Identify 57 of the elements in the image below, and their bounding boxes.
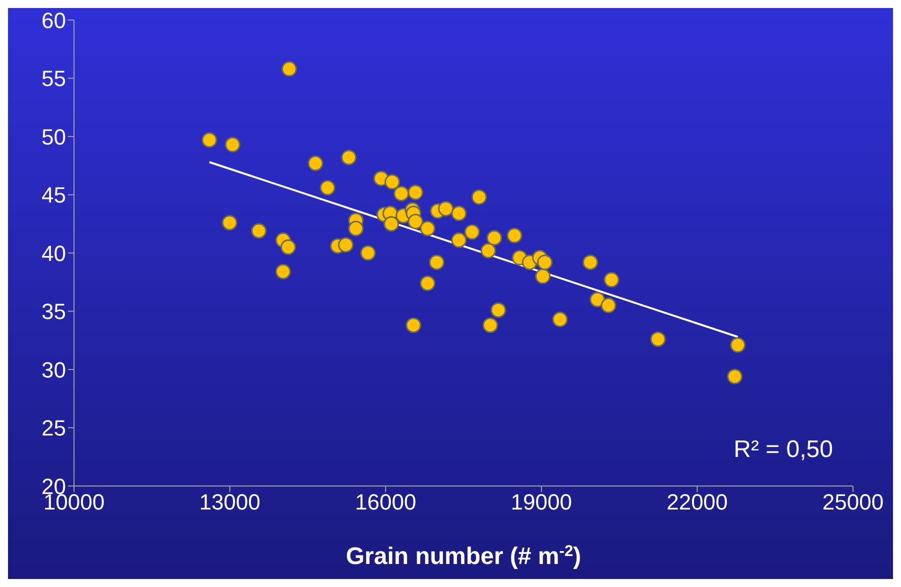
- point: [384, 216, 400, 232]
- point: [320, 180, 336, 196]
- point: [308, 156, 324, 172]
- point: [408, 214, 424, 230]
- point: [224, 136, 240, 152]
- point: [420, 220, 436, 236]
- x-tick-label: 13000: [199, 490, 260, 515]
- x-tick-label: 16000: [355, 490, 416, 515]
- y-tick-label: 40: [42, 240, 66, 266]
- x-tick-label: 22000: [666, 490, 728, 515]
- point: [727, 368, 743, 384]
- point: [471, 189, 487, 205]
- point: [408, 184, 424, 200]
- annotation: R² = 0,50: [734, 436, 833, 464]
- y-tick-label: 25: [42, 416, 66, 441]
- point: [438, 200, 454, 216]
- point: [338, 237, 354, 253]
- point: [552, 312, 568, 328]
- y-tick-label: 35: [42, 299, 66, 324]
- point: [202, 132, 218, 148]
- y-tick-label: 30: [42, 357, 66, 382]
- point: [275, 264, 291, 280]
- point: [464, 224, 480, 240]
- point: [582, 254, 598, 270]
- point: [384, 174, 400, 190]
- y-tick-label: 55: [42, 66, 66, 92]
- point: [451, 206, 467, 222]
- point: [604, 272, 620, 288]
- point: [590, 292, 606, 308]
- point: [480, 242, 496, 258]
- point: [420, 276, 436, 292]
- point: [650, 331, 666, 347]
- point: [222, 214, 238, 230]
- y-tick-label: 60: [42, 8, 66, 33]
- point: [281, 61, 297, 77]
- point: [251, 223, 267, 239]
- point: [341, 150, 357, 166]
- point: [394, 186, 410, 202]
- point: [428, 254, 444, 270]
- point: [280, 239, 296, 255]
- point: [348, 220, 364, 236]
- point: [537, 254, 553, 270]
- point: [451, 232, 467, 248]
- point: [360, 245, 376, 261]
- point: [406, 317, 422, 333]
- point: [600, 298, 616, 314]
- x-axis-title: Grain number (# m$^{-2}$): [346, 542, 582, 570]
- x-tick-label: 25000: [822, 490, 884, 515]
- y-tick-label: 50: [42, 124, 66, 150]
- point: [490, 302, 506, 318]
- point: [730, 337, 746, 353]
- x-tick-label: 19000: [510, 490, 572, 515]
- point: [535, 268, 551, 284]
- y-tick-label: 45: [42, 182, 66, 208]
- point: [482, 317, 498, 333]
- point: [506, 228, 522, 244]
- point: [486, 230, 502, 246]
